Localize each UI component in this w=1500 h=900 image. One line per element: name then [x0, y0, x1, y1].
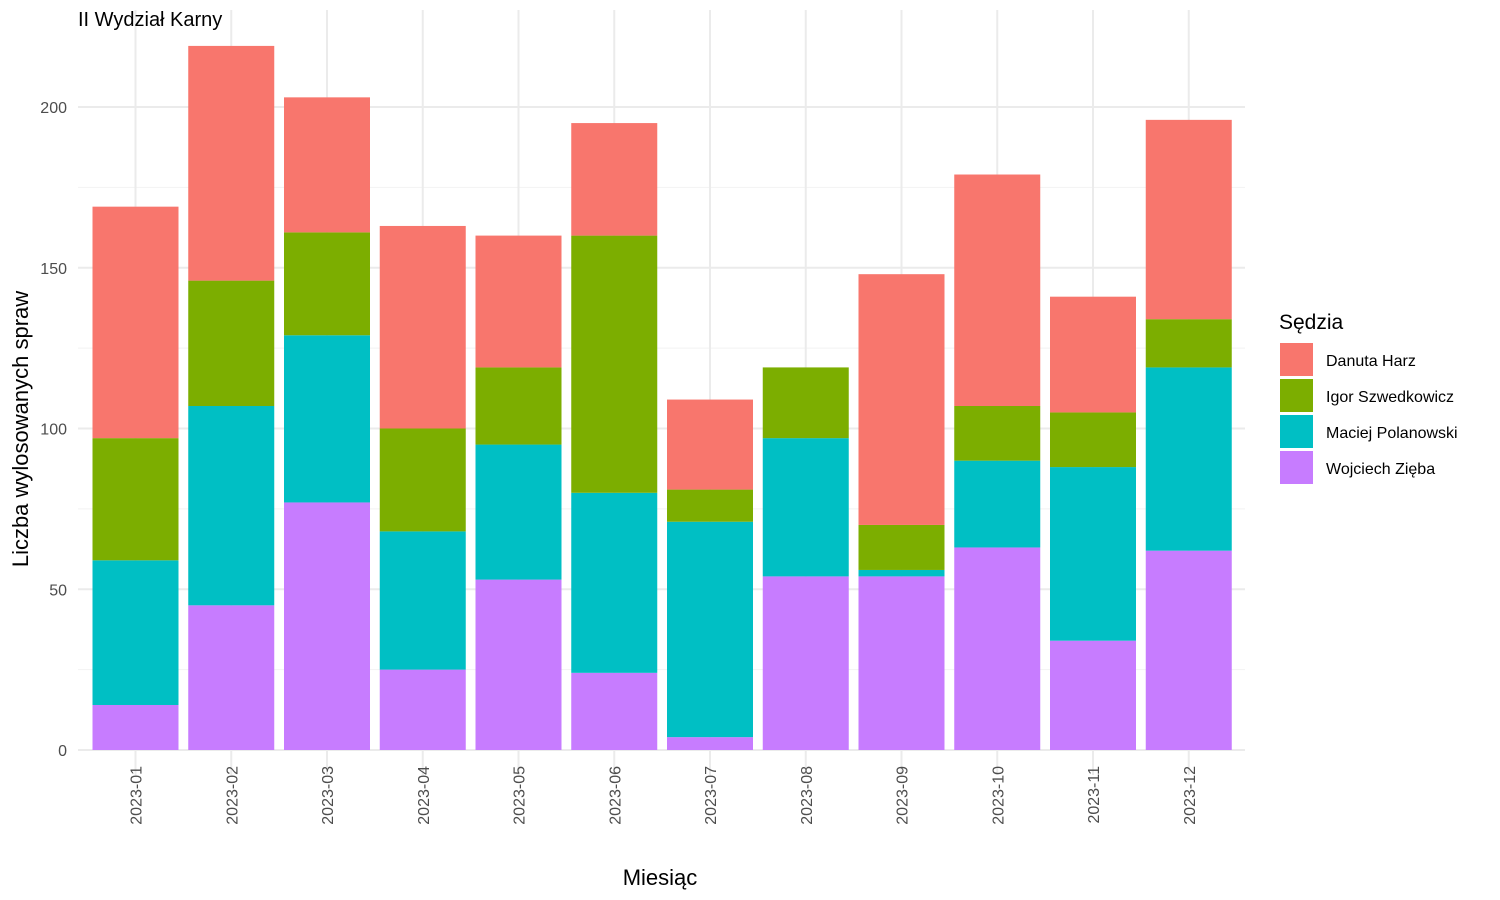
bar-segment	[954, 547, 1041, 750]
bar-segment	[954, 174, 1041, 406]
bar-segment	[92, 206, 179, 439]
x-axis-title: Miesiąc	[623, 865, 698, 890]
x-tick-label: 2023-10	[990, 766, 1007, 825]
bar-segment	[762, 367, 849, 439]
y-tick-label: 50	[49, 582, 67, 599]
bar-segment	[571, 492, 658, 673]
bar-segment	[188, 405, 275, 606]
legend-label: Wojciech Zięba	[1326, 461, 1435, 478]
bar-segment	[188, 605, 275, 750]
legend-key	[1280, 379, 1313, 412]
bar-segment	[284, 502, 370, 750]
x-tick-label: 2023-03	[320, 766, 337, 825]
legend: Sędzia Danuta Harz Igor Szwedkowicz Maciej…	[1279, 311, 1458, 484]
y-tick-label: 200	[40, 100, 67, 117]
bar-segment	[762, 576, 849, 750]
legend-label: Danuta Harz	[1326, 353, 1416, 370]
bar-segment	[284, 97, 370, 233]
bar-segment	[571, 123, 658, 236]
bar-segment	[475, 367, 562, 445]
bar-segment	[762, 438, 849, 577]
bar-segment	[1050, 412, 1136, 468]
bar-segment	[284, 335, 370, 503]
bar-segment	[667, 737, 753, 750]
bar-segment	[284, 232, 370, 336]
bar-segment	[571, 672, 658, 750]
x-tick-label: 2023-08	[799, 766, 816, 825]
bar-segment	[954, 405, 1041, 461]
bar-segment	[188, 280, 275, 406]
bar-segment	[1145, 119, 1232, 320]
bars	[92, 45, 1232, 750]
bar-segment	[379, 428, 466, 532]
legend-label: Igor Szwedkowicz	[1326, 389, 1454, 406]
bar-segment	[1050, 640, 1136, 750]
x-tick-label: 2023-06	[607, 766, 624, 825]
x-tick-label: 2023-01	[129, 766, 146, 825]
chart-title: II Wydział Karny	[78, 9, 222, 31]
y-axis-title: Liczba wylosowanych spraw	[8, 291, 33, 567]
bar-segment	[858, 274, 945, 525]
bar-segment	[667, 489, 753, 522]
bar-segment	[1050, 296, 1136, 413]
x-tick-label: 2023-07	[703, 766, 720, 825]
bar-segment	[188, 45, 275, 281]
x-tick-label: 2023-11	[1086, 766, 1103, 824]
y-tick-label: 0	[58, 743, 67, 760]
bar-segment	[92, 560, 179, 705]
y-tick-label: 150	[40, 261, 67, 278]
bar-segment	[1145, 367, 1232, 551]
y-tick-label: 100	[40, 422, 67, 439]
legend-key	[1280, 451, 1313, 484]
bar-segment	[379, 669, 466, 750]
bar-segment	[379, 225, 466, 429]
legend-title: Sędzia	[1279, 311, 1344, 334]
x-tick-label: 2023-02	[224, 766, 241, 825]
x-tick-label: 2023-05	[512, 766, 529, 825]
x-tick-label: 2023-04	[416, 766, 433, 825]
legend-key	[1280, 415, 1313, 448]
bar-segment	[475, 444, 562, 580]
bar-segment	[667, 399, 753, 490]
x-tick-label: 2023-12	[1182, 766, 1199, 825]
bar-segment	[571, 235, 658, 493]
bar-segment	[1145, 319, 1232, 368]
legend-key	[1280, 343, 1313, 376]
bar-segment	[858, 569, 945, 577]
bar-segment	[1145, 550, 1232, 750]
bar-segment	[92, 704, 179, 750]
y-axis-ticks: 0 50 100 150 200	[40, 100, 67, 760]
bar-segment	[475, 235, 562, 368]
bar-segment	[954, 460, 1041, 548]
x-axis-ticks: 2023-01 2023-02 2023-03 2023-04 2023-05 2023-…	[129, 766, 1199, 825]
legend-label: Maciej Polanowski	[1326, 425, 1458, 442]
bar-segment	[858, 576, 945, 750]
bar-segment	[667, 521, 753, 738]
bar-segment	[858, 524, 945, 570]
bar-segment	[475, 579, 562, 750]
bar-segment	[92, 438, 179, 561]
x-tick-label: 2023-09	[895, 766, 912, 825]
bar-segment	[379, 531, 466, 670]
bar-segment	[1050, 467, 1136, 641]
